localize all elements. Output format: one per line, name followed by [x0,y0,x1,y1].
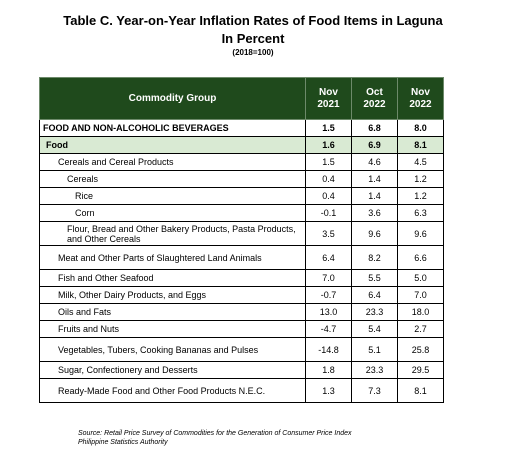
table-row: Rice 0.4 1.4 1.2 [39,187,444,205]
header-nov-2022: Nov 2022 [397,77,444,120]
value-nov-2022: 9.6 [397,221,444,246]
value-oct-2022: 6.8 [351,119,398,137]
value-nov-2022: 8.1 [397,378,444,403]
commodity-label: Ready-Made Food and Other Food Products … [39,378,306,403]
commodity-label: Corn [39,204,306,222]
commodity-label: Meat and Other Parts of Slaughtered Land… [39,245,306,270]
value-nov-2022: 1.2 [397,187,444,205]
commodity-label: Cereals [39,170,306,188]
header-month: Nov [319,86,338,98]
header-label: Commodity Group [128,92,217,104]
table-unit: In Percent [221,31,285,46]
table-title: Table C. Year-on-Year Inflation Rates of… [63,13,443,28]
value-nov-2022: 4.5 [397,153,444,171]
value-nov-2021: 1.3 [305,378,352,403]
commodity-label: Food [39,136,306,154]
table-row: Fruits and Nuts -4.7 5.4 2.7 [39,320,444,338]
value-nov-2022: 6.6 [397,245,444,270]
table-row: Cereals and Cereal Products 1.5 4.6 4.5 [39,153,444,171]
header-nov-2021: Nov 2021 [305,77,352,120]
value-oct-2022: 8.2 [351,245,398,270]
source-line: Source: Retail Price Survey of Commoditi… [78,430,352,437]
value-nov-2022: 25.8 [397,337,444,362]
value-nov-2022: 7.0 [397,286,444,304]
table-row: FOOD AND NON-ALCOHOLIC BEVERAGES 1.5 6.8 8.… [39,119,444,137]
value-oct-2022: 1.4 [351,170,398,188]
value-nov-2021: 6.4 [305,245,352,270]
header-year: 2021 [317,98,340,110]
value-nov-2021: 0.4 [305,170,352,188]
value-oct-2022: 6.4 [351,286,398,304]
source-agency: Philippine Statistics Authority [78,439,168,446]
value-nov-2022: 5.0 [397,269,444,287]
table-row: Oils and Fats 13.0 23.3 18.0 [39,303,444,321]
table-row: Cereals 0.4 1.4 1.2 [39,170,444,188]
value-oct-2022: 23.3 [351,303,398,321]
value-oct-2022: 5.1 [351,337,398,362]
value-oct-2022: 1.4 [351,187,398,205]
inflation-table: Commodity Group Nov 2021 Oct 2022 Nov 2022 … [39,77,444,403]
table-row: Meat and Other Parts of Slaughtered Land… [39,245,444,270]
value-nov-2022: 8.0 [397,119,444,137]
value-nov-2021: 7.0 [305,269,352,287]
value-nov-2021: 3.5 [305,221,352,246]
commodity-label: Rice [39,187,306,205]
table-row: Flour, Bread and Other Bakery Products, … [39,221,444,246]
table-row: Fish and Other Seafood 7.0 5.5 5.0 [39,269,444,287]
value-nov-2021: 1.6 [305,136,352,154]
commodity-label: Vegetables, Tubers, Cooking Bananas and … [39,337,306,362]
commodity-label: Cereals and Cereal Products [39,153,306,171]
header-month: Nov [411,86,430,98]
header-year: 2022 [409,98,432,110]
value-nov-2021: -0.1 [305,204,352,222]
value-oct-2022: 5.5 [351,269,398,287]
base-year: (2018=100) [232,48,274,57]
table-row: Milk, Other Dairy Products, and Eggs -0.7… [39,286,444,304]
value-nov-2021: -0.7 [305,286,352,304]
header-year: 2022 [363,98,386,110]
value-nov-2021: 1.5 [305,119,352,137]
value-nov-2021: 1.8 [305,361,352,379]
value-oct-2022: 7.3 [351,378,398,403]
value-oct-2022: 23.3 [351,361,398,379]
commodity-label: Flour, Bread and Other Bakery Products, … [39,221,306,246]
commodity-label: Fish and Other Seafood [39,269,306,287]
commodity-label: Milk, Other Dairy Products, and Eggs [39,286,306,304]
header-row: Commodity Group Nov 2021 Oct 2022 Nov 2022 [39,77,444,120]
value-nov-2022: 2.7 [397,320,444,338]
value-nov-2021: 0.4 [305,187,352,205]
table-row: Ready-Made Food and Other Food Products … [39,378,444,403]
table-row: Vegetables, Tubers, Cooking Bananas and … [39,337,444,362]
value-nov-2021: -4.7 [305,320,352,338]
value-nov-2021: -14.8 [305,337,352,362]
commodity-label: FOOD AND NON-ALCOHOLIC BEVERAGES [39,119,306,137]
commodity-label: Sugar, Confectionery and Desserts [39,361,306,379]
value-nov-2022: 29.5 [397,361,444,379]
value-oct-2022: 5.4 [351,320,398,338]
value-oct-2022: 9.6 [351,221,398,246]
header-oct-2022: Oct 2022 [351,77,398,120]
value-oct-2022: 6.9 [351,136,398,154]
value-nov-2021: 1.5 [305,153,352,171]
value-oct-2022: 3.6 [351,204,398,222]
value-nov-2021: 13.0 [305,303,352,321]
commodity-label: Oils and Fats [39,303,306,321]
header-commodity-group: Commodity Group [39,77,306,120]
value-nov-2022: 8.1 [397,136,444,154]
value-oct-2022: 4.6 [351,153,398,171]
header-month: Oct [366,86,383,98]
table-row: Corn -0.1 3.6 6.3 [39,204,444,222]
value-nov-2022: 18.0 [397,303,444,321]
table-row: Sugar, Confectionery and Desserts 1.8 23.3… [39,361,444,379]
value-nov-2022: 6.3 [397,204,444,222]
table-row: Food 1.6 6.9 8.1 [39,136,444,154]
commodity-label: Fruits and Nuts [39,320,306,338]
source-note: Source: Retail Price Survey of Commoditi… [78,429,352,447]
value-nov-2022: 1.2 [397,170,444,188]
